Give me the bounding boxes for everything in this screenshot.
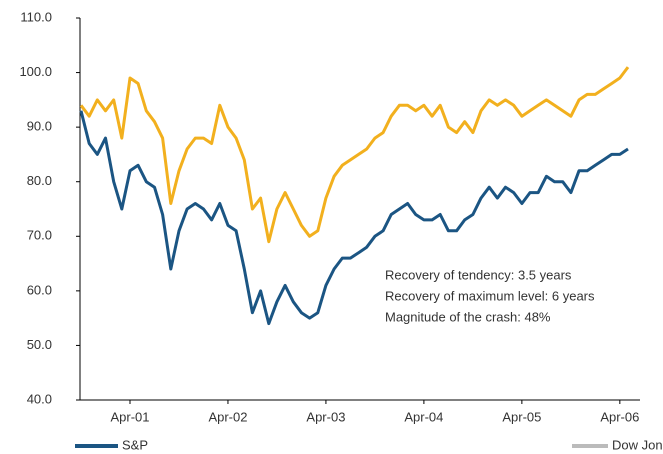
annotation: Recovery of maximum level: 6 years [385, 288, 595, 303]
legend-label: S&P [122, 437, 148, 452]
x-tick-label: Apr-01 [110, 409, 149, 424]
series-line [79, 66, 630, 244]
series-line [79, 110, 629, 326]
legend-label: Dow Jones [612, 437, 663, 452]
y-tick-label: 110.0 [20, 9, 52, 24]
annotation: Magnitude of the crash: 48% [385, 309, 551, 324]
annotation: Recovery of tendency: 3.5 years [385, 267, 572, 282]
x-tick-label: Apr-06 [600, 409, 639, 424]
y-tick-label: 40.0 [27, 391, 52, 406]
y-tick-label: 90.0 [27, 119, 52, 134]
x-tick-label: Apr-02 [208, 409, 247, 424]
x-tick-label: Apr-05 [502, 409, 541, 424]
x-tick-label: Apr-04 [404, 409, 443, 424]
y-tick-label: 50.0 [27, 337, 52, 352]
y-tick-label: 60.0 [27, 282, 52, 297]
y-tick-label: 100.0 [19, 64, 52, 79]
y-tick-label: 80.0 [27, 173, 52, 188]
x-tick-label: Apr-03 [306, 409, 345, 424]
y-tick-label: 70.0 [27, 228, 52, 243]
